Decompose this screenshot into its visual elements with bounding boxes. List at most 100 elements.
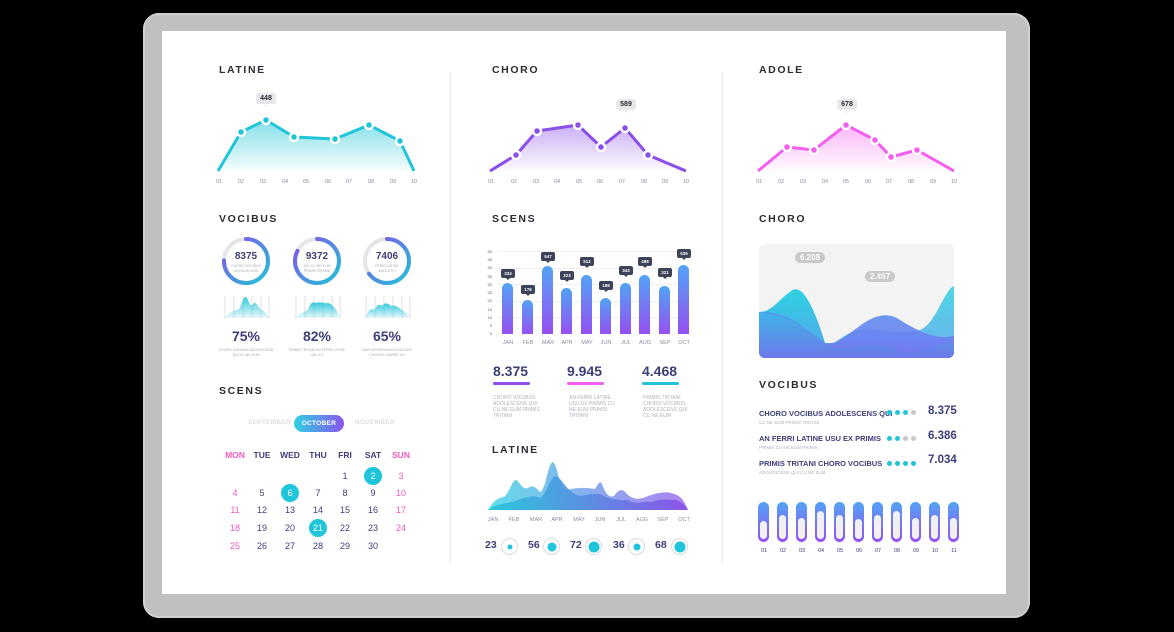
bubble-indicator — [585, 538, 602, 555]
calendar-day[interactable]: 11 — [230, 505, 240, 515]
bar-aug[interactable] — [639, 275, 650, 334]
tube-bar — [891, 502, 902, 542]
choro-area-tooltip: 2.457 — [865, 271, 896, 282]
bar-label: 535 — [677, 249, 691, 260]
bubble-indicator — [501, 538, 518, 555]
rating-dot — [887, 436, 892, 441]
bar-jan[interactable] — [502, 283, 513, 334]
month-prev[interactable]: SEPTEMBER — [248, 419, 292, 426]
calendar-day[interactable]: 28 — [312, 541, 323, 551]
calendar-day[interactable]: 29 — [339, 541, 350, 551]
calendar-day[interactable]: 19 — [256, 523, 267, 533]
rating-dot — [887, 410, 892, 415]
calendar-day[interactable]: 23 — [367, 523, 378, 533]
rating-dot — [911, 410, 916, 415]
calendar-day[interactable]: 24 — [395, 523, 406, 533]
calendar-day[interactable]: 7 — [315, 488, 321, 498]
bubble-indicator — [671, 538, 688, 555]
calendar-day[interactable]: 8 — [342, 488, 348, 498]
bar-label: 343 — [619, 266, 633, 277]
calendar-day[interactable]: 3 — [398, 471, 404, 481]
bar-label: 498 — [638, 257, 652, 268]
bar-apr[interactable] — [561, 288, 572, 334]
calendar-day-selected[interactable]: 2 — [364, 467, 382, 485]
bar-may[interactable] — [581, 275, 592, 334]
calendar-day[interactable]: 25 — [229, 541, 240, 551]
calendar-day[interactable]: 16 — [367, 505, 378, 515]
vocibus-list-title: VOCIBUS — [759, 379, 819, 391]
rating-dot — [887, 461, 892, 466]
choro-area-tooltip: 6.208 — [795, 252, 826, 263]
calendar-day[interactable]: 5 — [259, 488, 265, 498]
calendar-day[interactable]: 1 — [342, 471, 348, 481]
rating-dot — [895, 436, 900, 441]
month-current[interactable]: OCTOBER — [294, 415, 344, 432]
tube-bar — [796, 502, 807, 542]
bar-oct[interactable] — [678, 265, 689, 334]
bar-feb[interactable] — [522, 300, 533, 334]
bar-label: 334 — [501, 269, 515, 280]
calendar-day[interactable]: 20 — [284, 523, 295, 533]
calendar-day[interactable]: 26 — [256, 541, 267, 551]
choro-area-title: CHORO — [759, 213, 807, 225]
column-divider — [450, 72, 451, 564]
rating-dot — [895, 461, 900, 466]
month-next[interactable]: NOVEMBER — [355, 419, 395, 426]
adole-tooltip: 678 — [837, 99, 857, 113]
rating-dot — [903, 461, 908, 466]
calendar-day[interactable]: 18 — [229, 523, 240, 533]
calendar-day[interactable]: 9 — [370, 488, 376, 498]
calendar-day-selected[interactable]: 6 — [281, 484, 299, 502]
tube-bar — [853, 502, 864, 542]
rating-dot — [903, 436, 908, 441]
choro-tooltip: 589 — [616, 99, 636, 113]
bar-jul[interactable] — [620, 283, 631, 334]
latine-area-title: LATINE — [492, 444, 539, 456]
rating-dot — [911, 436, 916, 441]
choro-line-title: CHORO — [492, 64, 540, 76]
calendar-day[interactable]: 10 — [395, 488, 406, 498]
rating-dot — [903, 410, 908, 415]
calendar-day[interactable]: 27 — [284, 541, 295, 551]
scens-bars-title: SCENS — [492, 213, 537, 225]
calendar-day[interactable]: 14 — [312, 505, 323, 515]
bubble-indicator — [628, 538, 645, 555]
bar-jun[interactable] — [600, 298, 611, 334]
calendar-day-selected[interactable]: 21 — [309, 519, 327, 537]
bar-mar[interactable] — [542, 266, 553, 334]
rating-dot — [911, 461, 916, 466]
latine-tooltip: 448 — [256, 93, 276, 107]
calendar-day[interactable]: 15 — [339, 505, 350, 515]
calendar-title: SCENS — [219, 385, 264, 397]
calendar-day[interactable]: 30 — [367, 541, 378, 551]
calendar-day[interactable]: 17 — [395, 505, 406, 515]
tube-bar — [758, 502, 769, 542]
bar-label: 512 — [580, 257, 594, 268]
bar-label: 188 — [599, 281, 613, 292]
tube-bar — [872, 502, 883, 542]
bar-label: 321 — [658, 268, 672, 279]
calendar-day[interactable]: 22 — [339, 523, 350, 533]
column-divider — [722, 72, 723, 564]
bar-label: 547 — [541, 252, 555, 263]
bar-label: 176 — [521, 285, 535, 296]
tube-bar — [929, 502, 940, 542]
bar-sep[interactable] — [659, 286, 670, 334]
rating-dot — [895, 410, 900, 415]
tube-bar — [815, 502, 826, 542]
tube-bar — [834, 502, 845, 542]
calendar-day[interactable]: 13 — [284, 505, 295, 515]
bar-label: 323 — [560, 271, 574, 282]
bubble-indicator — [543, 538, 560, 555]
calendar-day[interactable]: 12 — [256, 505, 267, 515]
latine-line-title: LATINE — [219, 64, 266, 76]
tube-bar — [948, 502, 959, 542]
adole-line-title: ADOLE — [759, 64, 804, 76]
vocibus-rings-title: VOCIBUS — [219, 213, 279, 225]
calendar-day[interactable]: 4 — [232, 488, 238, 498]
tube-bar — [910, 502, 921, 542]
